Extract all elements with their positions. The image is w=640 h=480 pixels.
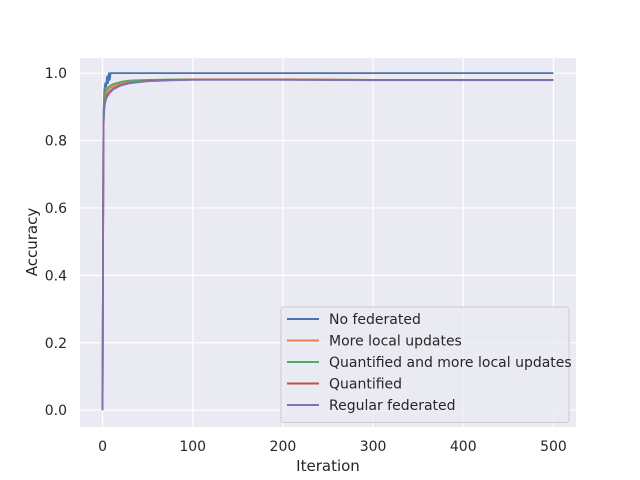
y-axis-title: Accuracy (23, 208, 41, 277)
x-tick-label-100: 100 (179, 439, 206, 455)
series-lines (101, 72, 554, 411)
x-tick-label-300: 300 (360, 439, 387, 455)
y-tick-label-0: 0.0 (45, 403, 67, 419)
x-axis-title: Iteration (296, 457, 360, 475)
y-tick-label-3: 0.6 (45, 201, 67, 217)
x-tick-label-400: 400 (450, 439, 477, 455)
y-tick-label-4: 0.8 (45, 134, 67, 150)
legend-label-4: Regular federated (329, 398, 456, 414)
legend-label-0: No federated (329, 312, 421, 328)
y-tick-label-2: 0.4 (45, 268, 67, 284)
legend-box (280, 306, 570, 423)
legend: No federated More local updates Quantified… (280, 306, 572, 423)
series-line-4 (101, 79, 554, 411)
x-tick-label-200: 200 (270, 439, 297, 455)
x-tick-label-0: 0 (98, 439, 107, 455)
x-tick-labels: 0 100 200 300 400 500 (98, 439, 567, 455)
grid-lines (80, 58, 576, 427)
x-tick-label-500: 500 (540, 439, 567, 455)
y-tick-label-1: 0.2 (45, 336, 67, 352)
legend-label-1: More local updates (329, 334, 462, 350)
y-tick-labels: 0.0 0.2 0.4 0.6 0.8 1.0 (45, 66, 67, 419)
legend-label-2: Quantified and more local updates (329, 355, 572, 371)
legend-label-3: Quantified (329, 377, 402, 393)
y-tick-label-5: 1.0 (45, 66, 67, 82)
